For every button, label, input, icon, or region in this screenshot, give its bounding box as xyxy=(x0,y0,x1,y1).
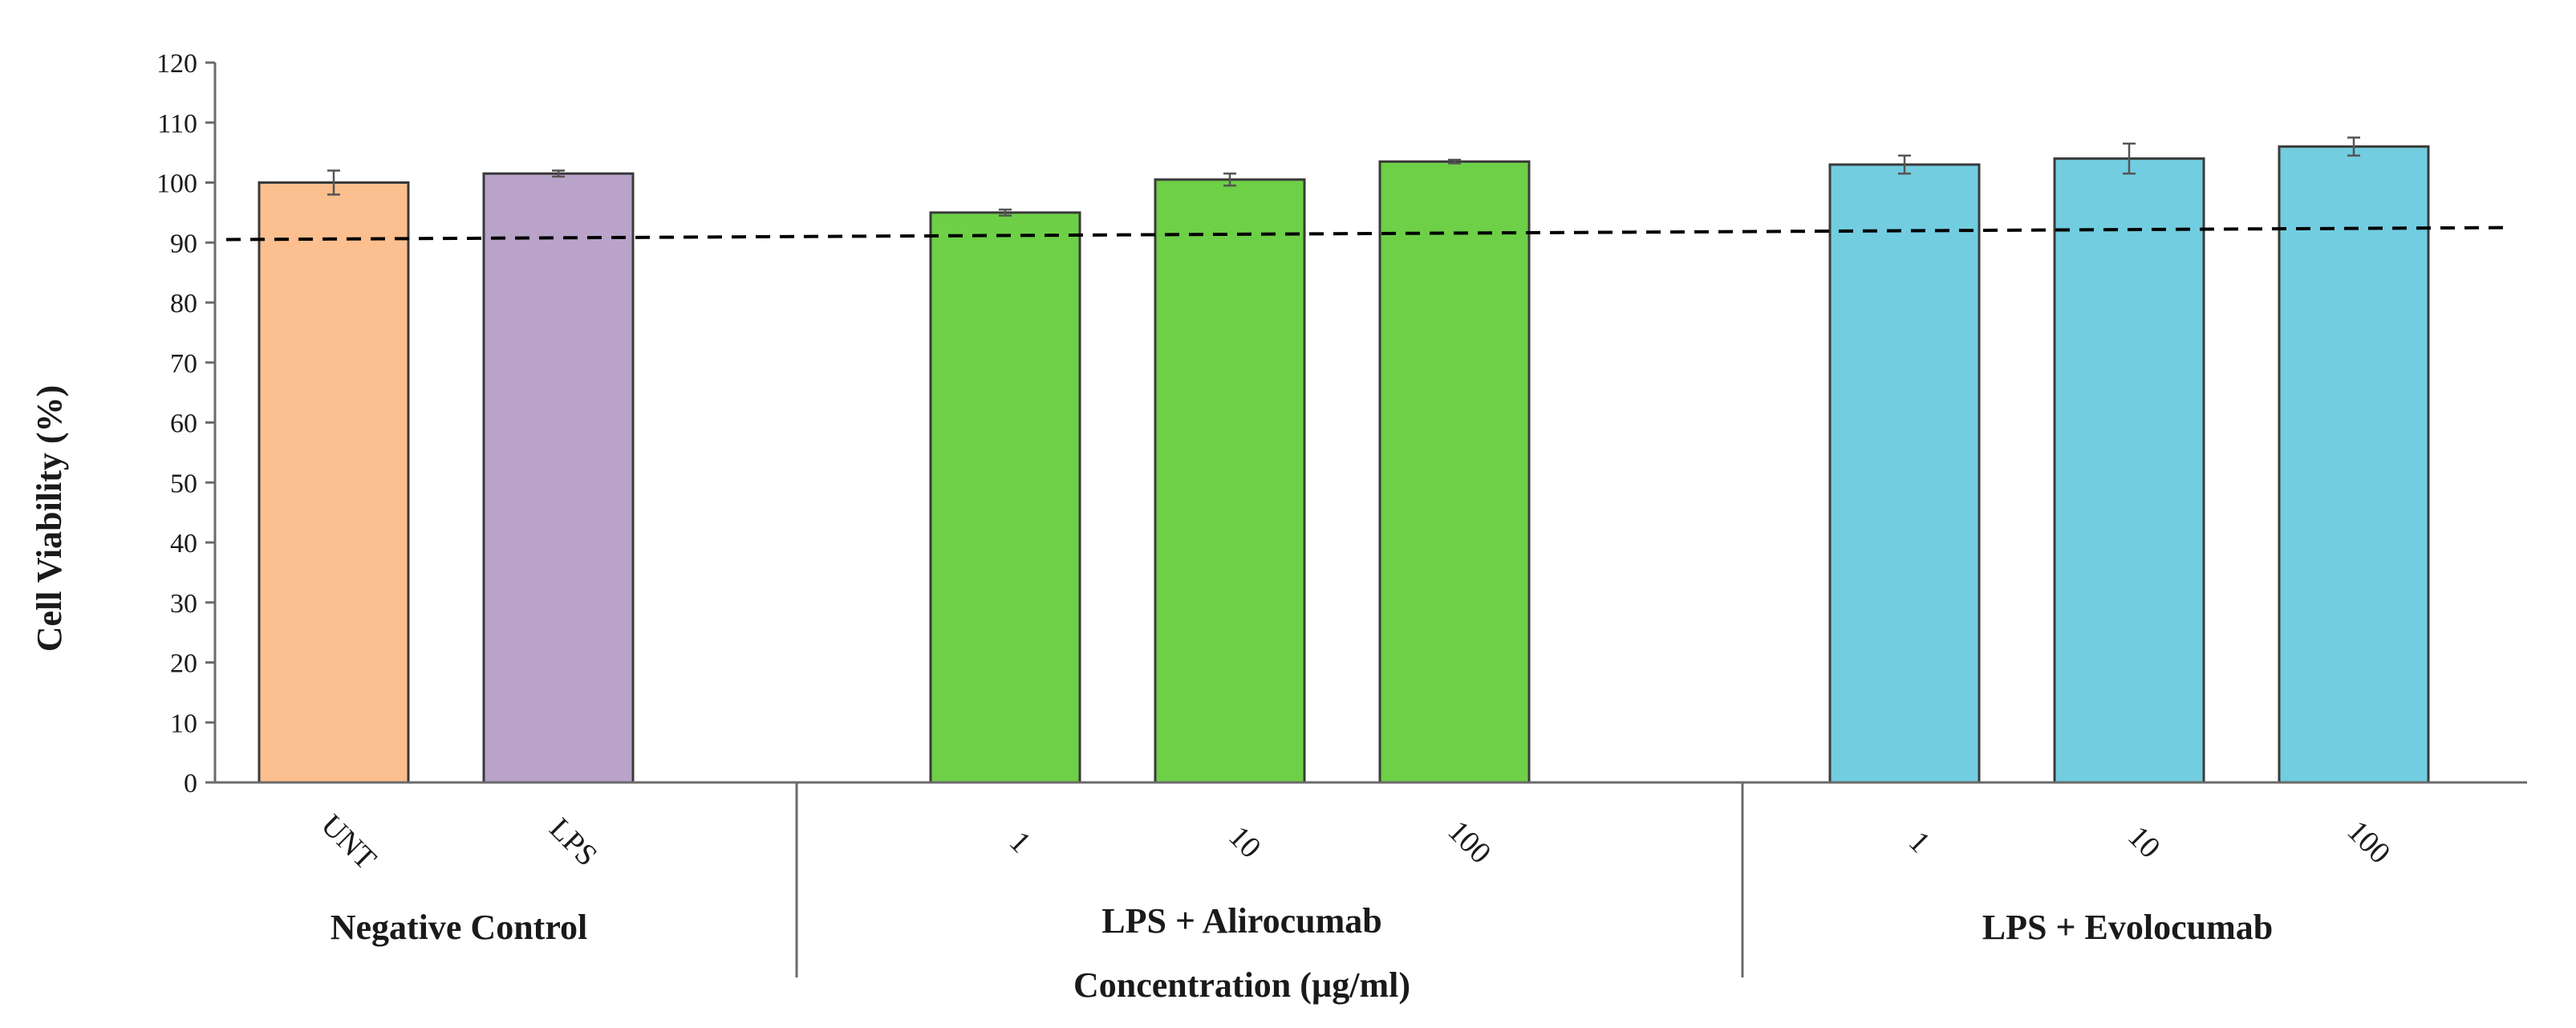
bar xyxy=(2278,145,2430,784)
y-tick-label: 120 xyxy=(156,49,197,79)
bar xyxy=(258,181,410,784)
category-label: 10 xyxy=(1222,819,1268,865)
bar xyxy=(2053,157,2205,784)
bar xyxy=(1828,163,1981,784)
category-label: LPS xyxy=(542,812,603,873)
axes xyxy=(213,63,2527,977)
category-label: 10 xyxy=(2121,819,2167,865)
y-tick-label: 0 xyxy=(184,769,197,798)
y-tick-label: 40 xyxy=(170,529,197,559)
bar xyxy=(1154,178,1306,784)
y-tick-label: 110 xyxy=(157,109,197,139)
y-tick-label: 50 xyxy=(170,469,197,498)
category-label: UNT xyxy=(314,808,383,876)
x-axis-title: Concentration (µg/ml) xyxy=(1073,965,1410,1005)
y-tick-label: 20 xyxy=(170,649,197,679)
y-tick-label: 90 xyxy=(170,229,197,258)
reference-line-group xyxy=(225,226,2513,242)
bar xyxy=(482,172,635,784)
category-label: 1 xyxy=(1902,825,1937,859)
y-tick-label: 60 xyxy=(170,409,197,439)
category-label: 100 xyxy=(1441,815,1497,871)
error-bars xyxy=(327,136,2360,217)
category-label: 1 xyxy=(1003,825,1037,859)
group-label: LPS + Evolocumab xyxy=(1982,908,2273,947)
category-labels: UNT LPS 1 10 100 1 10 100 xyxy=(314,808,2396,876)
group-label: LPS + Alirocumab xyxy=(1101,901,1381,941)
y-tick-label: 80 xyxy=(170,289,197,319)
y-tick-label: 100 xyxy=(156,169,197,199)
y-axis: 0 10 20 30 40 50 60 70 80 90 100 110 120 xyxy=(156,49,215,798)
y-axis-title: Cell Viability (%) xyxy=(30,385,69,652)
bar xyxy=(1378,160,1531,784)
y-tick-label: 70 xyxy=(170,349,197,379)
group-label: Negative Control xyxy=(331,908,588,947)
bar xyxy=(929,211,1081,784)
bars xyxy=(258,145,2430,784)
y-tick-label: 10 xyxy=(170,709,197,738)
group-labels: Negative Control LPS + Alirocumab LPS + Ev… xyxy=(331,901,2274,947)
category-label: 100 xyxy=(2340,815,2396,871)
y-tick-label: 30 xyxy=(170,589,197,619)
reference-line xyxy=(225,226,2513,242)
